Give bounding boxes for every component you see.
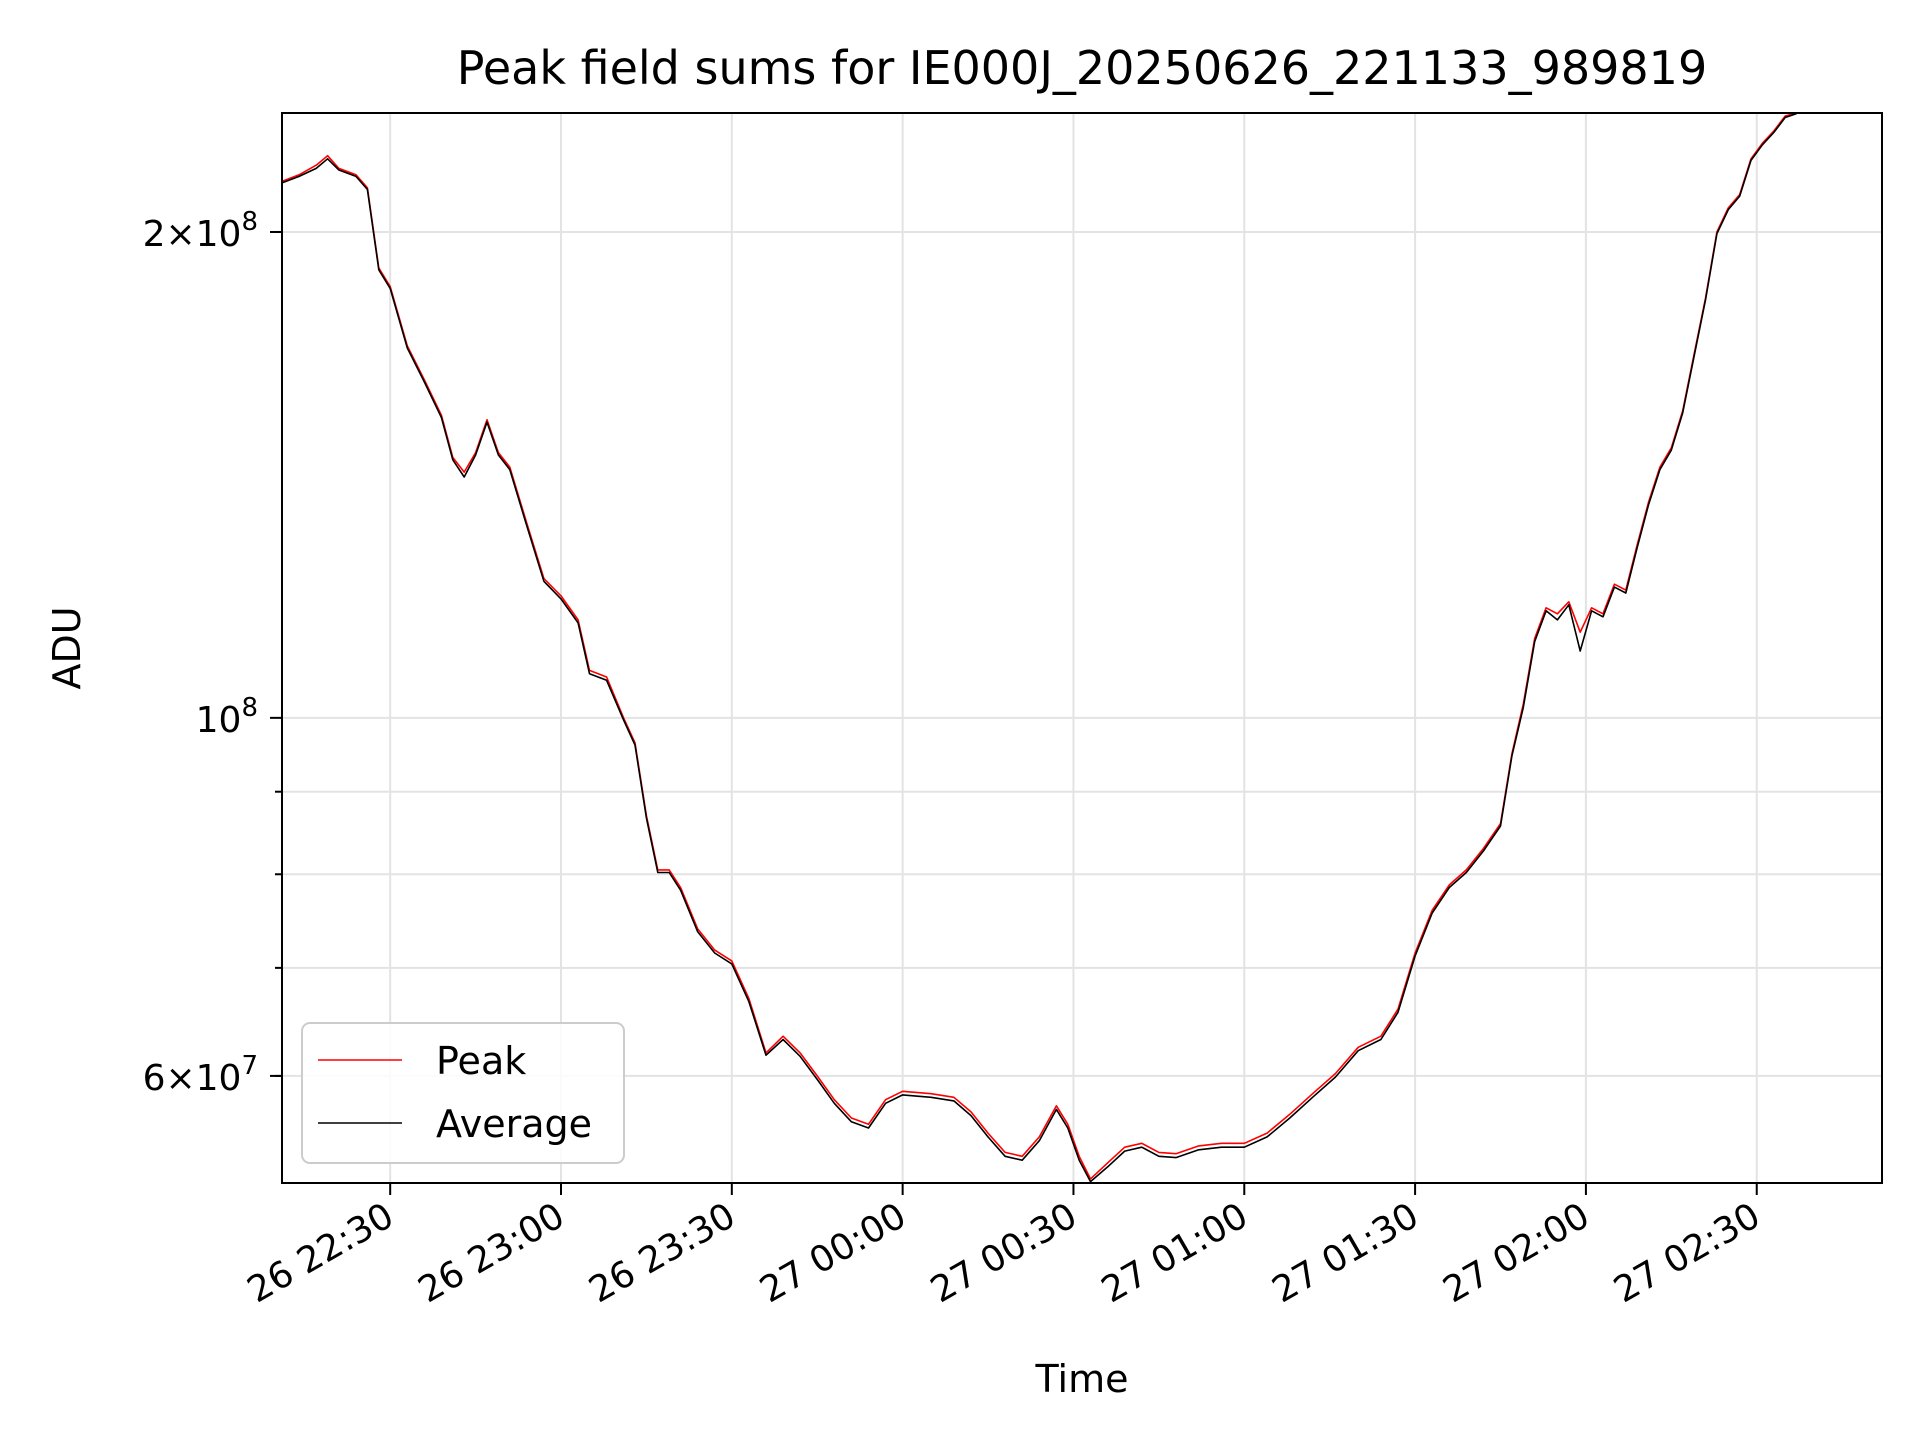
x-axis-label: Time: [1035, 1357, 1129, 1401]
legend-label-average: Average: [436, 1102, 592, 1146]
series-lines: [282, 113, 1797, 1183]
y-tick-label: 6×107: [143, 1051, 258, 1099]
legend-label-peak: Peak: [436, 1039, 526, 1083]
grid-lines: [282, 113, 1882, 1183]
legend-box: [301, 1022, 625, 1164]
plot-frame: [281, 112, 1883, 1184]
legend: Peak Average: [301, 1022, 625, 1164]
series-line-peak: [282, 113, 1797, 1180]
chart-title: Peak field sums for IE000J_20250626_2211…: [457, 41, 1707, 95]
series-line-average: [282, 113, 1797, 1183]
y-axis-label: ADU: [45, 606, 89, 689]
y-tick-label: 2×108: [143, 207, 258, 255]
